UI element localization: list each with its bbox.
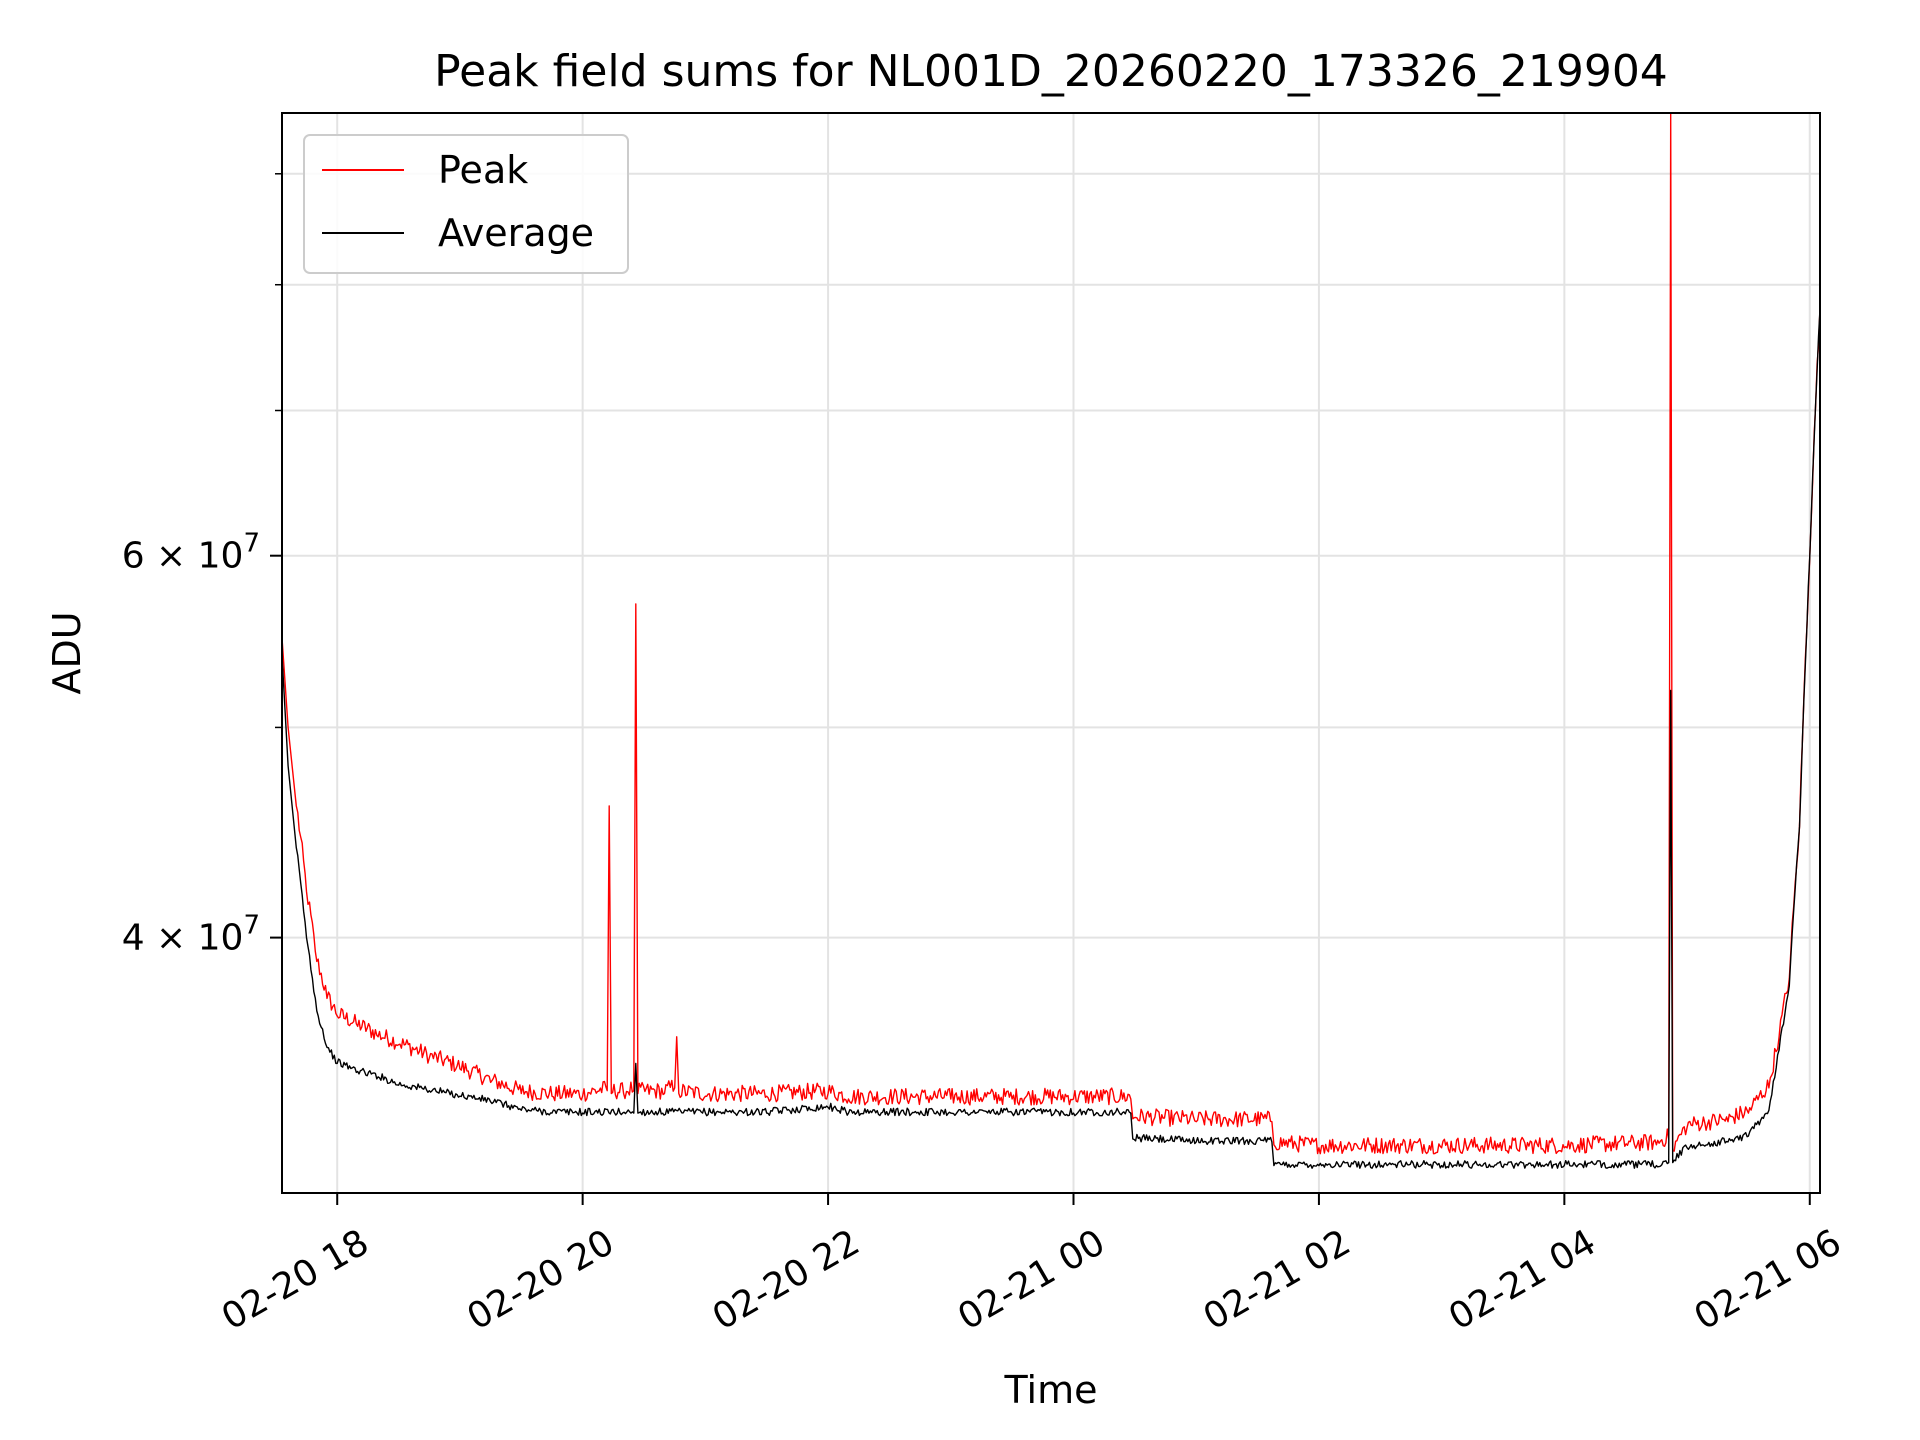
series-line-peak	[282, 113, 1820, 1155]
legend-average-label: Average	[438, 211, 594, 255]
y-tick-label: 4 × 107	[122, 911, 260, 959]
chart-title: Peak field sums for NL001D_20260220_1733…	[434, 46, 1668, 97]
y-axis-ticks: 4 × 107 6 × 107	[122, 173, 282, 959]
series-layer	[282, 113, 1820, 1169]
plot-frame	[281, 112, 1821, 1194]
grid	[282, 113, 1820, 1193]
y-axis-label: ADU	[45, 611, 89, 694]
x-axis-label: Time	[1004, 1368, 1098, 1412]
legend: Peak Average	[303, 134, 629, 274]
legend-peak-label: Peak	[438, 148, 528, 192]
y-tick-label: 6 × 107	[122, 529, 260, 577]
series-line-average	[282, 308, 1820, 1169]
